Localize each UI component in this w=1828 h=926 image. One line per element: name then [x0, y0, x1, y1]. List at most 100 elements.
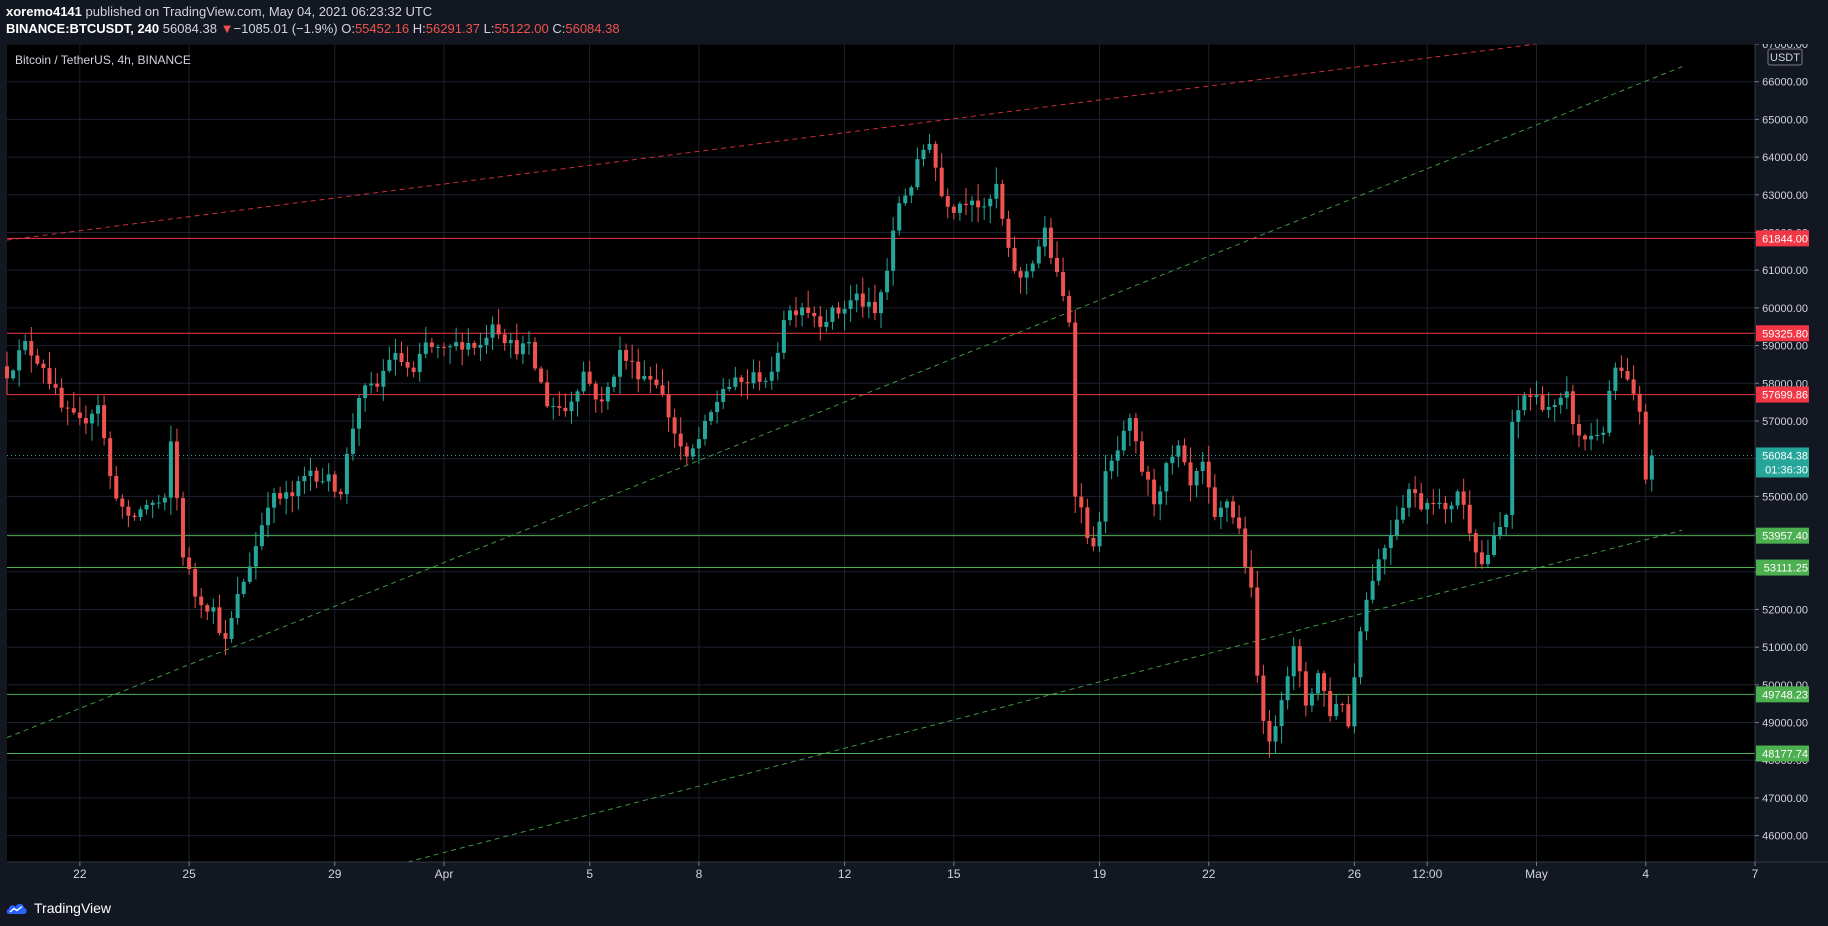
time-tick-label: 8 — [696, 867, 703, 881]
time-axis[interactable]: 22 25 29 Apr 5 8 12 15 19 22 26 12:00 May 4 7 — [7, 861, 1828, 881]
candle-body-down — [1048, 227, 1053, 258]
candle-body-down — [338, 491, 343, 495]
price-tick-label: 67000.00 — [1762, 44, 1808, 51]
footer: TradingView — [0, 890, 1828, 926]
price-tick-label: 65000.00 — [1762, 114, 1808, 126]
candle-body-up — [357, 398, 362, 429]
candle-body-up — [1400, 507, 1405, 520]
plot-area[interactable] — [7, 44, 1755, 862]
candle-body-up — [915, 159, 920, 188]
candle-body-up — [320, 481, 325, 483]
candle-body-up — [551, 406, 556, 408]
candle-body-down — [1467, 504, 1472, 534]
symbol-label: BINANCE:BTCUSDT, 240 — [6, 21, 160, 36]
price-axis[interactable]: 46000.0047000.0048000.0049000.0050000.00… — [1754, 44, 1809, 862]
time-tick-label: 7 — [1752, 867, 1759, 881]
level-price-tag — [1756, 559, 1809, 576]
candle-body-down — [1303, 671, 1308, 706]
candle-body-down — [1067, 296, 1072, 323]
candle-body-down — [557, 406, 562, 408]
candle-body-up — [1285, 676, 1290, 701]
candle-body-down — [375, 383, 380, 387]
candle-body-down — [593, 383, 598, 400]
time-tick-label: 12:00 — [1412, 867, 1442, 881]
candle-body-up — [1273, 726, 1278, 742]
candle-body-down — [442, 346, 446, 348]
candle-body-down — [587, 371, 592, 384]
time-tick-label: May — [1525, 867, 1548, 881]
candle-body-up — [1194, 470, 1199, 486]
candle-body-down — [181, 498, 186, 558]
time-tick-label: 25 — [182, 867, 196, 881]
candle-body-up — [775, 352, 780, 372]
candle-body-down — [1079, 496, 1084, 508]
candle-body-down — [1540, 395, 1545, 410]
candle-body-up — [854, 293, 859, 301]
candle-body-up — [1492, 535, 1497, 555]
candle-body-down — [1133, 418, 1138, 442]
candle-body-down — [678, 433, 683, 447]
candle-body-up — [1522, 395, 1527, 411]
ohlc-bar: BINANCE:BTCUSDT, 240 56084.38 ▼−1085.01 … — [6, 21, 620, 36]
candle-body-up — [1595, 434, 1600, 436]
price-tick-label: 52000.00 — [1762, 604, 1808, 616]
candle-body-down — [77, 412, 82, 419]
published-text: published on TradingView.com, May 04, 20… — [85, 4, 433, 19]
level-price-tag — [1756, 325, 1809, 342]
price-tick-label: 47000.00 — [1762, 793, 1808, 805]
time-tick-label: 15 — [947, 867, 961, 881]
candle-body-down — [199, 596, 204, 606]
candle-body-up — [830, 307, 835, 322]
candle-body-down — [217, 607, 222, 634]
candle-body-down — [836, 307, 841, 314]
candle-body-up — [259, 525, 264, 547]
time-tick-label: 22 — [1202, 867, 1216, 881]
candle-body-up — [369, 383, 374, 386]
publish-info: xoremo4141 published on TradingView.com,… — [6, 4, 432, 19]
price-tick-label: 66000.00 — [1762, 77, 1808, 89]
candle-body-up — [96, 405, 101, 414]
candle-body-up — [1309, 693, 1314, 706]
last-price-label: 56084.38 — [1762, 450, 1808, 462]
candle-body-up — [988, 198, 993, 207]
candle-body-up — [490, 324, 495, 338]
candle-body-up — [423, 342, 428, 354]
candle-body-down — [794, 310, 799, 316]
candle-body-down — [1431, 502, 1436, 505]
candle-body-down — [1212, 487, 1217, 517]
candle-body-up — [897, 203, 902, 231]
candle-body-down — [872, 301, 877, 314]
candle-body-up — [326, 474, 331, 482]
candle-body-up — [1176, 445, 1181, 457]
candle-body-up — [1370, 580, 1375, 600]
candle-body-down — [1583, 435, 1588, 440]
candle-body-up — [866, 301, 871, 307]
candle-body-down — [47, 368, 52, 385]
candle-body-down — [1188, 462, 1193, 486]
candle-body-up — [308, 470, 313, 477]
candle-body-up — [235, 593, 240, 619]
candle-body-up — [781, 320, 786, 353]
candle-body-up — [1164, 463, 1169, 492]
chart-header: xoremo4141 published on TradingView.com,… — [0, 0, 1828, 44]
candle-body-down — [1146, 471, 1151, 480]
candle-body-up — [1358, 631, 1363, 678]
tradingview-logo[interactable]: TradingView — [6, 900, 111, 916]
candle-body-down — [59, 387, 64, 408]
candle-body-up — [1516, 410, 1521, 422]
candle-body-up — [381, 370, 386, 387]
candle-body-down — [545, 382, 550, 407]
candle-body-up — [484, 337, 489, 345]
price-chart[interactable]: 46000.0047000.0048000.0049000.0050000.00… — [0, 44, 1828, 890]
candle-body-up — [848, 300, 853, 309]
candle-body-up — [1218, 507, 1223, 517]
close-label: C: — [552, 21, 566, 36]
candle-body-up — [466, 343, 471, 350]
candle-body-down — [1443, 502, 1448, 510]
author-name[interactable]: xoremo4141 — [6, 4, 82, 19]
candle-body-down — [65, 407, 70, 409]
candle-body-up — [970, 200, 975, 206]
candle-body-up — [1485, 554, 1490, 565]
candle-body-up — [842, 308, 847, 314]
last-price-tag — [1756, 447, 1809, 478]
